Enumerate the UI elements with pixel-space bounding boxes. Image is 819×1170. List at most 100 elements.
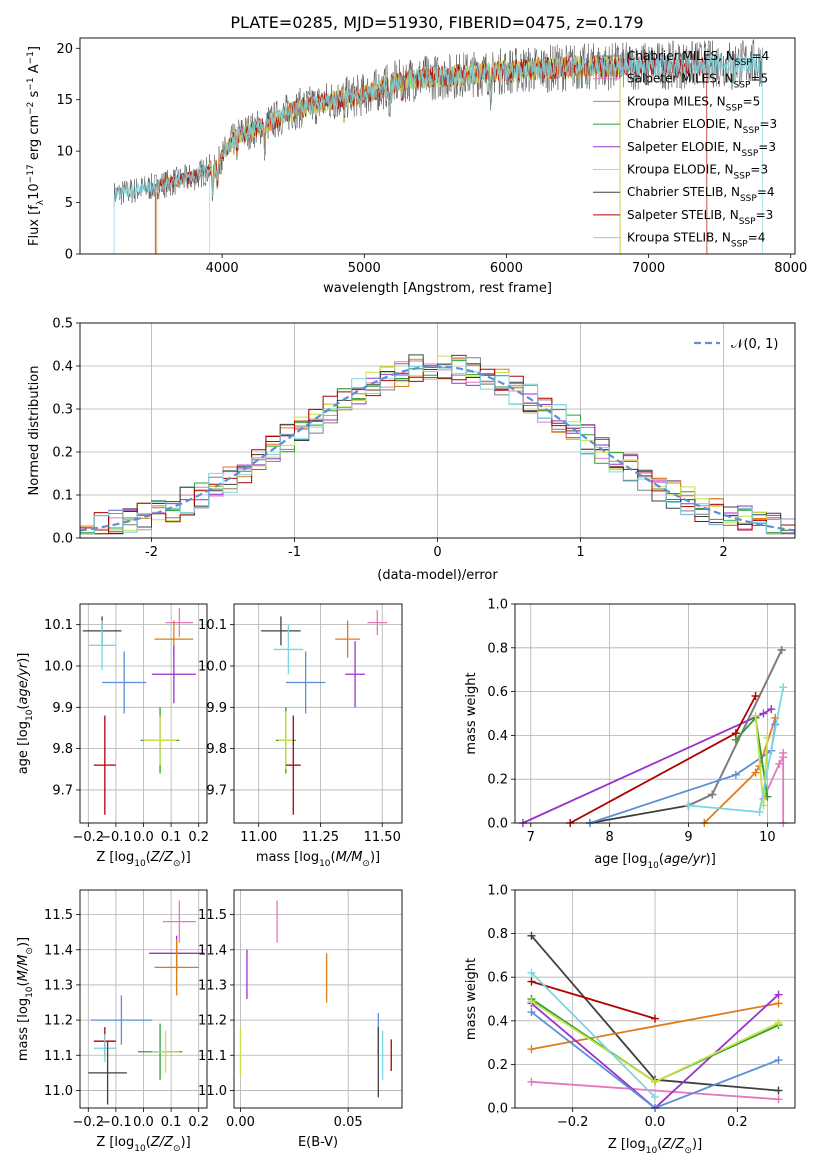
- weight-marker: [651, 1093, 659, 1102]
- plot-area: [79, 354, 796, 535]
- y-tick-label: 10.0: [198, 659, 227, 674]
- legend: Chabrier MILES, NSSP=4 Salpeter MILES, NS…: [593, 49, 777, 250]
- legend-entry: Salpeter ELODIE, NSSP=3: [627, 140, 776, 159]
- panel-mass_vs_Z: −0.2−0.1 0.0 0.1 0.2 11.0 11.1 11.2 11.3 11.4 11.…: [16, 889, 209, 1154]
- grid: [515, 603, 795, 824]
- x-tick-label: 0: [433, 545, 441, 560]
- panel-age_vs_mass: 11.00 11.25 11.50 9.7 9.8 9.9 10.0 10.1 mass [lo…: [198, 603, 403, 869]
- ticks: 11.00 11.25 11.50 9.7 9.8 9.9 10.0 10.1: [198, 618, 401, 845]
- panel-spectrum: 4000 5000 6000 7000 8000 0 5 10 15 20 Flux [fλ10−1…: [26, 37, 807, 296]
- weight-marker: [651, 1014, 659, 1023]
- weight-marker: [731, 770, 740, 779]
- weight-marker: [767, 705, 776, 714]
- axes-frame: [79, 603, 208, 824]
- data-point: [261, 616, 301, 646]
- data-point: [88, 1041, 127, 1105]
- data-point: [91, 995, 152, 1045]
- plot-area: [88, 900, 205, 1105]
- x-tick-label: 1: [576, 545, 584, 560]
- x-axis-label: E(B-V): [298, 1135, 338, 1150]
- weight-series: [527, 997, 783, 1086]
- ticks: −0.2 0.0 0.2 0.0 0.2 0.4 0.6 0.8 1.0: [487, 884, 747, 1131]
- weight-marker: [779, 748, 788, 757]
- figure-suptitle: PLATE=0285, MJD=51930, FIBERID=0475, z=0…: [230, 13, 643, 32]
- residual-histogram: [80, 357, 795, 535]
- weight-marker: [708, 790, 717, 799]
- y-axis-label: Normed distribution: [27, 366, 42, 496]
- weight-marker: [777, 645, 786, 654]
- x-tick-label: 8: [606, 830, 614, 845]
- weight-marker: [774, 1095, 783, 1104]
- legend-entry: 𝒩(0, 1): [731, 337, 778, 352]
- y-axis-label: mass weight: [464, 958, 479, 1040]
- x-axis-label: mass [log10(M/M⊙)]: [256, 850, 380, 869]
- x-tick-label: 0.2: [727, 1115, 748, 1130]
- x-axis-label: wavelength [Angstrom, rest frame]: [323, 281, 552, 296]
- weight-marker: [731, 729, 740, 738]
- y-tick-label: 11.2: [44, 1014, 73, 1029]
- data-point: [367, 610, 388, 635]
- legend-entry: Chabrier MILES, NSSP=4: [627, 49, 769, 68]
- weight-line: [531, 1080, 779, 1101]
- grid: [80, 604, 207, 823]
- y-tick-label: 11.3: [198, 978, 227, 993]
- data-point: [143, 715, 177, 766]
- weight-line: [589, 724, 777, 824]
- axes-frame: [233, 603, 403, 824]
- panel-age_vs_Z: −0.2−0.1 0.0 0.1 0.2 9.7 9.8 9.9 10.0 10.1 age [l…: [16, 603, 209, 869]
- x-tick-label: 0.0: [133, 1115, 154, 1130]
- ticks: 7 8 9 10 0.0 0.2 0.4 0.6 0.8 1.0: [487, 598, 775, 846]
- x-tick-label: 9: [684, 830, 692, 845]
- panel-weight_vs_age: 7 8 9 10 0.0 0.2 0.4 0.6 0.8 1.0 mass weight age [l…: [464, 598, 796, 871]
- x-tick-label: 7: [527, 830, 535, 845]
- legend-entry: Chabrier ELODIE, NSSP=3: [627, 117, 777, 136]
- y-tick-label: 0.4: [487, 729, 508, 744]
- data-point: [335, 620, 360, 658]
- y-tick-label: 11.4: [44, 943, 73, 958]
- y-tick-label: 9.8: [52, 742, 73, 757]
- data-point: [278, 711, 294, 770]
- weight-marker: [774, 1018, 783, 1027]
- plot-area: [239, 900, 392, 1098]
- x-tick-label: 8000: [774, 261, 807, 276]
- x-axis-label: Z [log10(Z/Z⊙)]: [96, 850, 190, 869]
- weight-marker: [751, 691, 760, 700]
- y-tick-label: 9.8: [206, 742, 227, 757]
- x-tick-label: 11.00: [240, 830, 277, 845]
- residual-histogram: [80, 354, 795, 535]
- y-tick-label: 11.2: [198, 1014, 227, 1029]
- data-point: [165, 608, 194, 638]
- x-axis-label: Z [log10(Z/Z⊙)]: [96, 1135, 190, 1154]
- weight-marker: [527, 1077, 536, 1086]
- y-tick-label: 11.5: [198, 908, 227, 923]
- y-tick-label: 5: [65, 196, 73, 211]
- y-tick-label: 0.8: [487, 641, 508, 656]
- weight-series: [518, 705, 776, 827]
- y-tick-label: 0.5: [52, 317, 73, 332]
- weight-marker: [527, 997, 536, 1006]
- x-tick-label: 0.1: [161, 1115, 182, 1130]
- grid: [234, 890, 402, 1108]
- weight-marker: [774, 1086, 783, 1095]
- y-tick-label: 0.0: [52, 532, 73, 547]
- data-point: [151, 1030, 180, 1073]
- y-tick-label: 11.0: [44, 1084, 73, 1099]
- y-tick-label: 0: [65, 248, 73, 263]
- y-tick-label: 9.7: [52, 783, 73, 798]
- y-tick-label: 0.6: [487, 685, 508, 700]
- x-tick-label: 7000: [632, 261, 665, 276]
- weight-marker: [527, 1045, 536, 1054]
- legend-entry: Salpeter STELIB, NSSP=3: [627, 208, 773, 227]
- legend-entry: Kroupa STELIB, NSSP=4: [627, 231, 765, 250]
- y-tick-label: 15: [56, 93, 73, 108]
- weight-marker: [775, 759, 784, 768]
- data-point: [88, 620, 116, 671]
- x-tick-label: −0.2: [72, 1115, 104, 1130]
- ticks: 0.00 0.05 11.0 11.1 11.2 11.3 11.4 11.5: [198, 908, 363, 1130]
- weight-line: [531, 980, 656, 1020]
- weight-line: [522, 708, 772, 824]
- x-tick-label: 0.1: [161, 830, 182, 845]
- y-tick-label: 0.0: [487, 817, 508, 832]
- weight-series: [684, 683, 788, 817]
- y-tick-label: 0.6: [487, 971, 508, 986]
